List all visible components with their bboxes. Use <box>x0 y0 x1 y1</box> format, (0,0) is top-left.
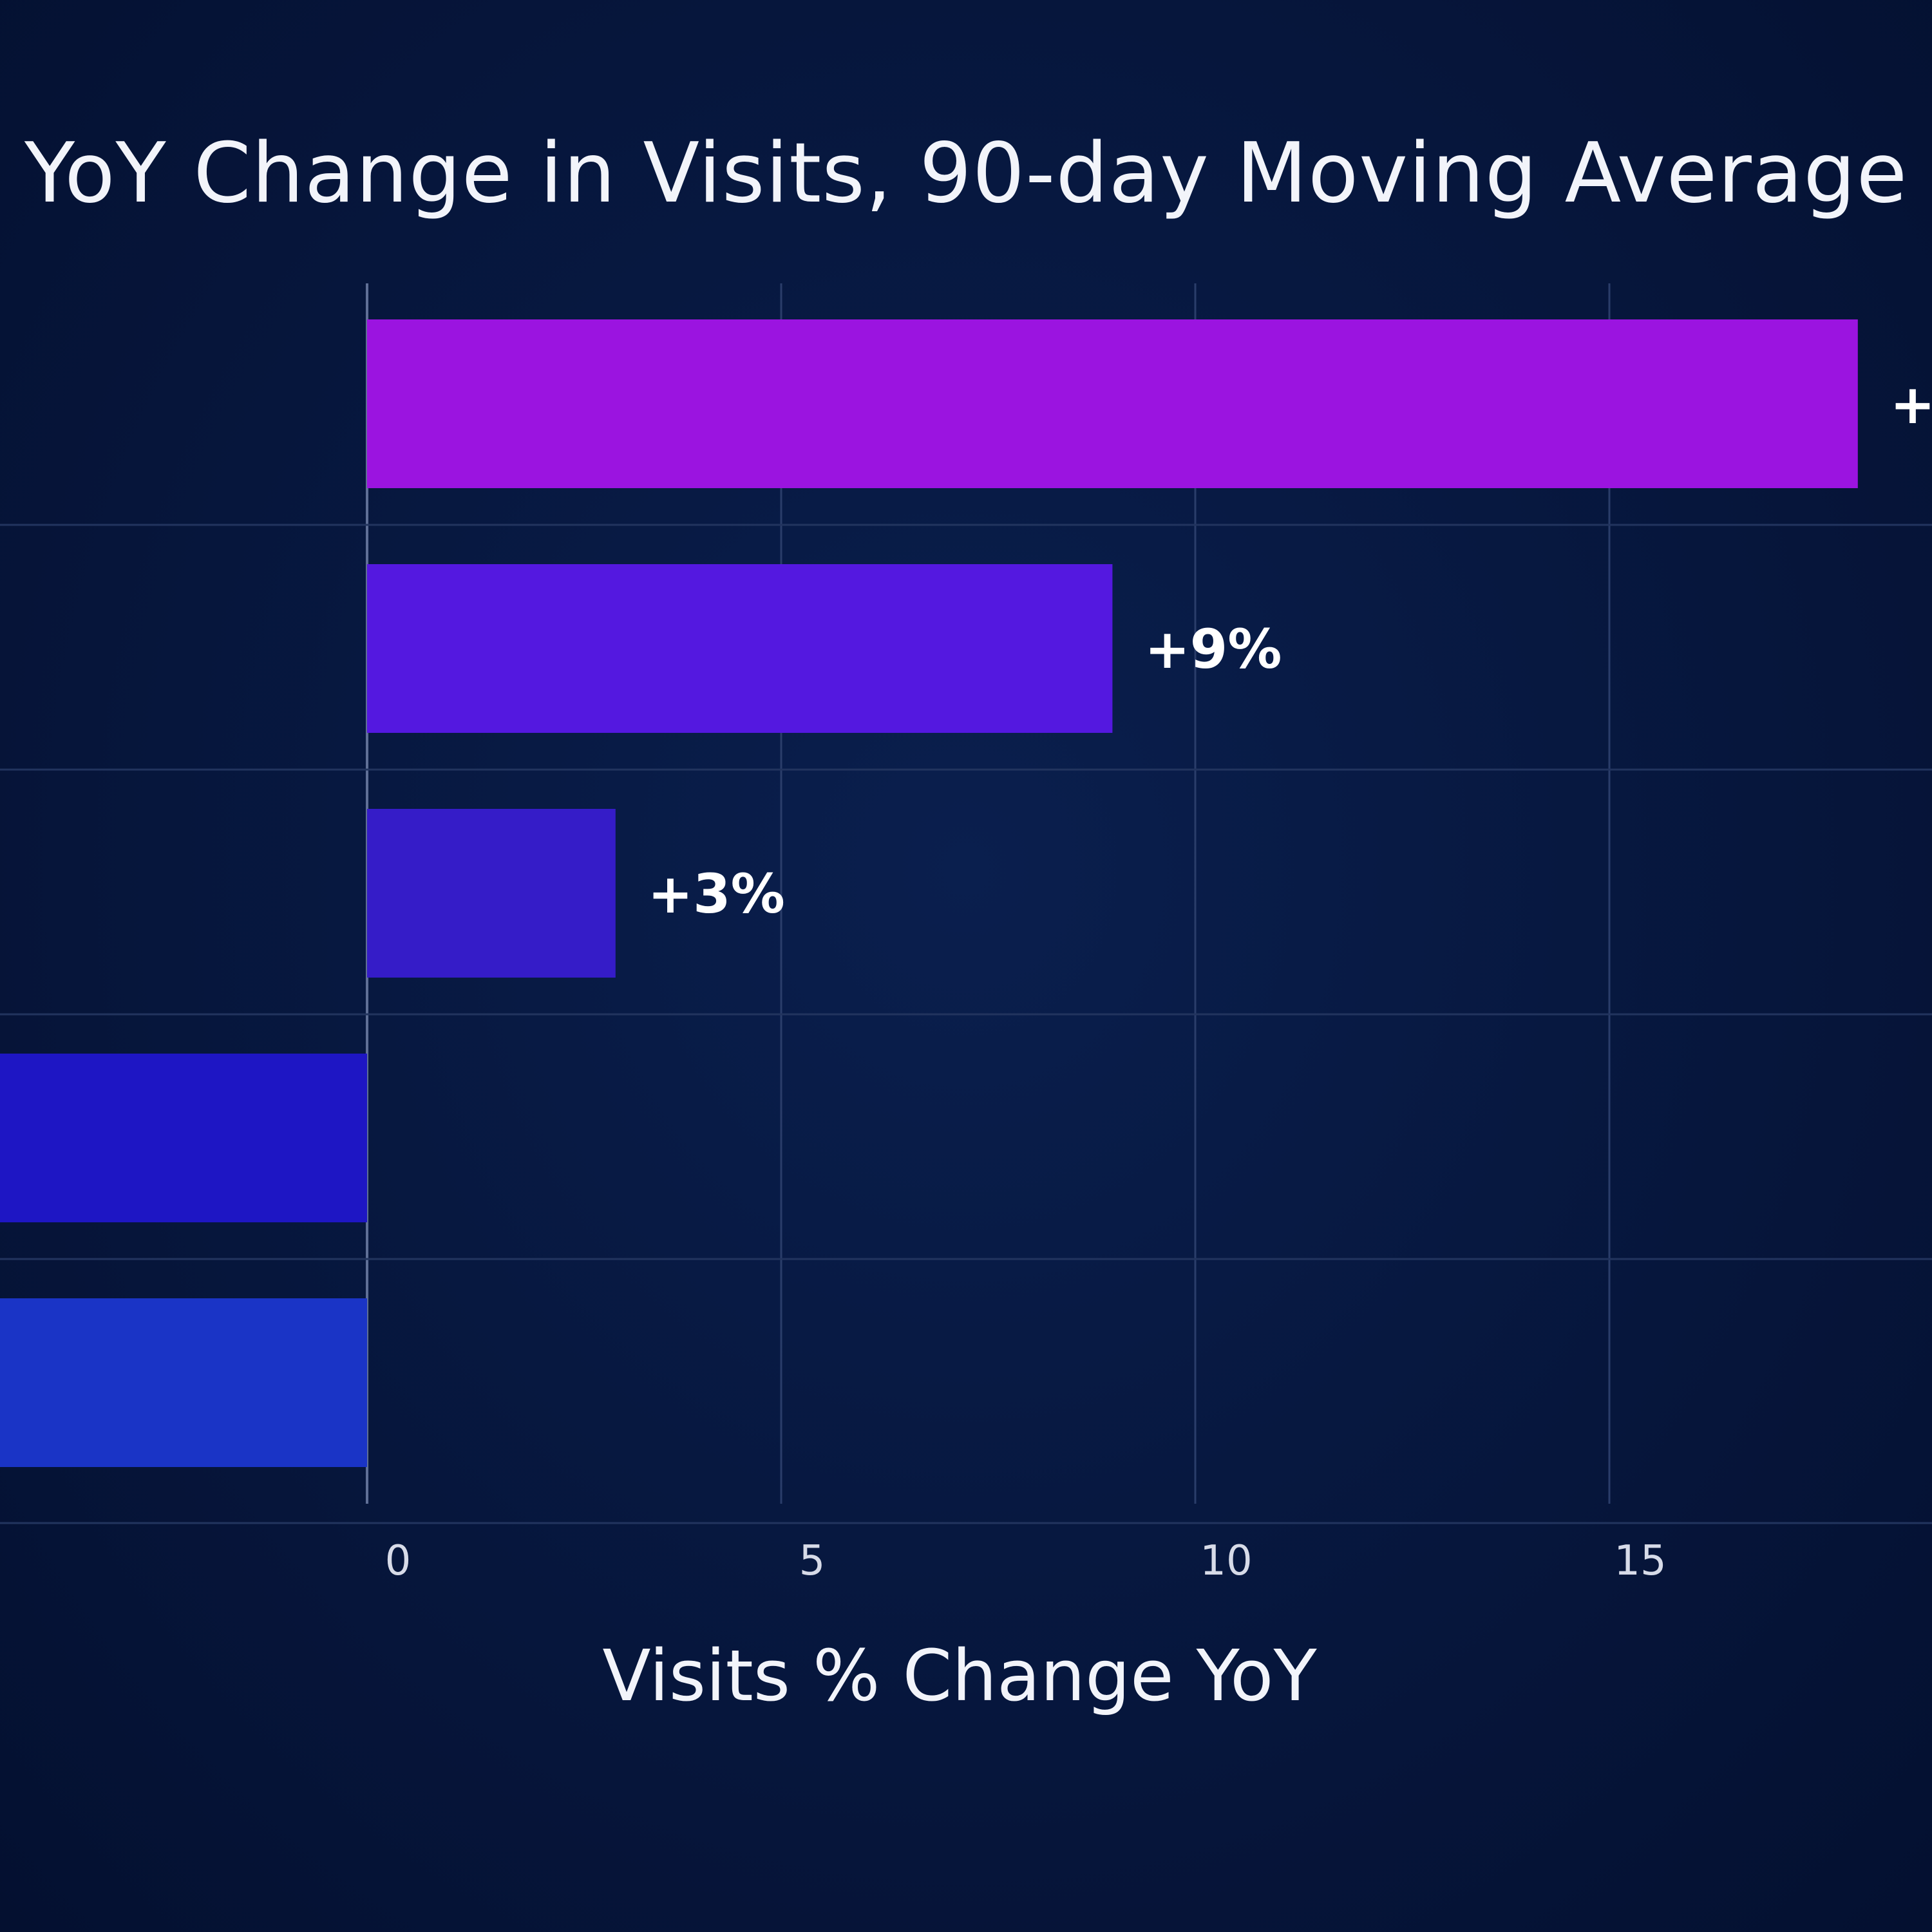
bar-0 <box>367 319 1858 488</box>
x-axis-title: Visits % Change YoY <box>602 1634 1317 1717</box>
bars <box>0 319 1858 1467</box>
bar-3 <box>0 1054 367 1222</box>
x-tick-label-3: 10 <box>1200 1537 1252 1585</box>
data-label-2: +3% <box>648 862 785 925</box>
x-tick-label-1: 0 <box>385 1537 412 1585</box>
bar-4 <box>0 1298 367 1467</box>
x-tick-label-2: 5 <box>799 1537 826 1585</box>
data-label-1: +9% <box>1144 618 1282 681</box>
chart-title: YoY Change in Visits, 90-day Moving Aver… <box>24 126 1908 222</box>
x-tick-label-4: 15 <box>1614 1537 1666 1585</box>
x-axis-ticks: 5051015 <box>385 1537 1667 1585</box>
bar-2 <box>367 809 616 978</box>
bar-1 <box>367 564 1113 733</box>
data-labels: +1 +9% +3% <box>648 373 1932 925</box>
data-label-0: +1 <box>1890 373 1932 436</box>
